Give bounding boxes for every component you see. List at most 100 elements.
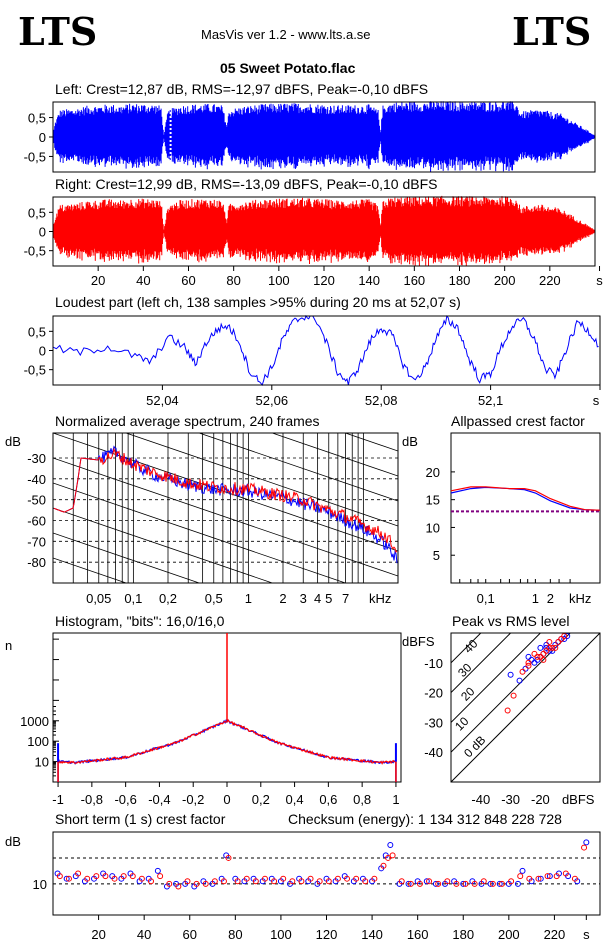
shortterm-right-point bbox=[362, 878, 369, 885]
peak-rms-title: Peak vs RMS level bbox=[452, 613, 570, 629]
loudest-xtick-label: 52,08 bbox=[365, 393, 398, 408]
spectrum-ytick-label: -70 bbox=[27, 534, 46, 549]
shortterm-right-point bbox=[471, 880, 478, 887]
loudest-part-title: Loudest part (left ch, 138 samples >95% … bbox=[55, 294, 461, 310]
spectrum-xtick-label: 0,05 bbox=[86, 591, 111, 606]
shortterm-xtick-label: s bbox=[583, 927, 590, 942]
shortterm-right-point bbox=[462, 880, 469, 887]
right-xtick-label: 200 bbox=[494, 273, 516, 288]
peak-rms-ytick-label: -40 bbox=[424, 745, 443, 760]
shortterm-left-point bbox=[154, 867, 161, 874]
peak-rms-left-point bbox=[531, 659, 538, 666]
shortterm-left-point bbox=[405, 880, 412, 887]
right-xtick-label: 140 bbox=[358, 273, 380, 288]
allpass-xtick-label: 2 bbox=[547, 591, 554, 606]
shortterm-right-point bbox=[334, 875, 341, 882]
spectrum-xtick-label: 0,1 bbox=[124, 591, 142, 606]
right-xtick-label: 40 bbox=[136, 273, 150, 288]
shortterm-right-point bbox=[243, 875, 250, 882]
shortterm-left-point bbox=[546, 873, 553, 880]
loudest-xtick-label: s bbox=[593, 393, 600, 408]
allpass-xtick-label: 1 bbox=[532, 591, 539, 606]
shortterm-right-point bbox=[353, 875, 360, 882]
loudest-xtick-label: 52,06 bbox=[256, 393, 289, 408]
shortterm-right-point bbox=[307, 875, 314, 882]
peak-rms-xtick-label: dBFS bbox=[562, 792, 595, 807]
histogram-title: Histogram, "bits": 16,0/16,0 bbox=[55, 613, 225, 629]
shortterm-right-point bbox=[380, 862, 387, 869]
shortterm-right-point bbox=[202, 880, 209, 887]
shortterm-left-point bbox=[537, 875, 544, 882]
peak-rms-right-point bbox=[537, 653, 544, 660]
shortterm-right-point bbox=[289, 878, 296, 885]
shortterm-right-point bbox=[157, 873, 164, 880]
shortterm-right-point bbox=[398, 878, 405, 885]
peak-rms-xtick-label: -20 bbox=[531, 792, 550, 807]
spectrum-xtick-label: 3 bbox=[300, 591, 307, 606]
shortterm-right-point bbox=[220, 878, 227, 885]
shortterm-right-point bbox=[138, 875, 145, 882]
peak-rms-crest-label: 40 bbox=[461, 636, 481, 656]
shortterm-right-point bbox=[453, 880, 460, 887]
loudest-ytick-label: 0,5 bbox=[28, 324, 46, 339]
shortterm-right-point bbox=[371, 875, 378, 882]
shortterm-right-point bbox=[526, 875, 533, 882]
shortterm-right-point bbox=[84, 875, 91, 882]
peak-rms-crest-label: 30 bbox=[455, 660, 475, 680]
shortterm-right-point bbox=[56, 873, 63, 880]
spectrum-ytick-label: -50 bbox=[27, 493, 46, 508]
right-xtick-label: 120 bbox=[313, 273, 335, 288]
left-waveform bbox=[53, 101, 595, 173]
shortterm-xtick-label: 160 bbox=[407, 927, 429, 942]
loudest-waveform bbox=[52, 314, 599, 387]
right-xtick-label: 220 bbox=[539, 273, 561, 288]
peak-rms-ytick-label: -30 bbox=[424, 715, 443, 730]
spectrum-slope-line bbox=[53, 557, 128, 583]
shortterm-right-point bbox=[65, 875, 72, 882]
spectrum-slope-line bbox=[124, 433, 398, 527]
peak-rms-right-point bbox=[552, 644, 559, 651]
loudest-xtick-label: 52,1 bbox=[478, 393, 503, 408]
peak-rms-left-point bbox=[549, 647, 556, 654]
shortterm-left-point bbox=[432, 880, 439, 887]
peak-rms-left-point bbox=[543, 641, 550, 648]
shortterm-xtick-label: 80 bbox=[228, 927, 242, 942]
peak-rms-left-point bbox=[516, 677, 523, 684]
shortterm-right-point bbox=[385, 854, 392, 861]
lts-logo-right: LTS bbox=[512, 9, 592, 54]
peak-rms-left-point bbox=[546, 647, 553, 654]
allpass-ytick-label: 10 bbox=[426, 520, 440, 535]
peak-rms-xtick-label: -30 bbox=[501, 792, 520, 807]
peak-rms-right-point bbox=[540, 656, 547, 663]
peak-rms-left-point bbox=[552, 641, 559, 648]
histogram-xtick-label: -1 bbox=[52, 792, 64, 807]
peak-rms-right-point bbox=[549, 644, 556, 651]
histogram-xtick-label: -0,2 bbox=[182, 792, 204, 807]
shortterm-xtick-label: 40 bbox=[137, 927, 151, 942]
histogram-ytick-label: 1000 bbox=[20, 714, 49, 729]
shortterm-frame bbox=[52, 831, 601, 916]
histogram-xtick-label: 0,2 bbox=[252, 792, 270, 807]
right-waveform bbox=[53, 195, 595, 266]
shortterm-xtick-label: 200 bbox=[498, 927, 520, 942]
shortterm-right-point bbox=[426, 878, 433, 885]
spectrum-ytick-label: -80 bbox=[27, 555, 46, 570]
allpass-ytick-label: 5 bbox=[433, 548, 440, 563]
right-xtick-label: 180 bbox=[449, 273, 471, 288]
peak-rms-crest-label: 0 dB bbox=[461, 733, 488, 760]
shortterm-right-point bbox=[544, 873, 551, 880]
histogram-xtick-label: -0,6 bbox=[114, 792, 136, 807]
shortterm-left-point bbox=[460, 880, 467, 887]
peak-rms-left-point bbox=[537, 644, 544, 651]
right-xtick-label: 60 bbox=[181, 273, 195, 288]
spectrum-slope-line bbox=[53, 283, 398, 401]
right-ytick-label: 0,5 bbox=[28, 205, 46, 220]
peak-rms-right-point bbox=[525, 662, 532, 669]
peak-rms-left-point bbox=[543, 644, 550, 651]
shortterm-left-point bbox=[423, 878, 430, 885]
allpass-yunit: dB bbox=[402, 434, 418, 449]
shortterm-right-point bbox=[225, 854, 232, 861]
shortterm-xtick-label: 120 bbox=[316, 927, 338, 942]
